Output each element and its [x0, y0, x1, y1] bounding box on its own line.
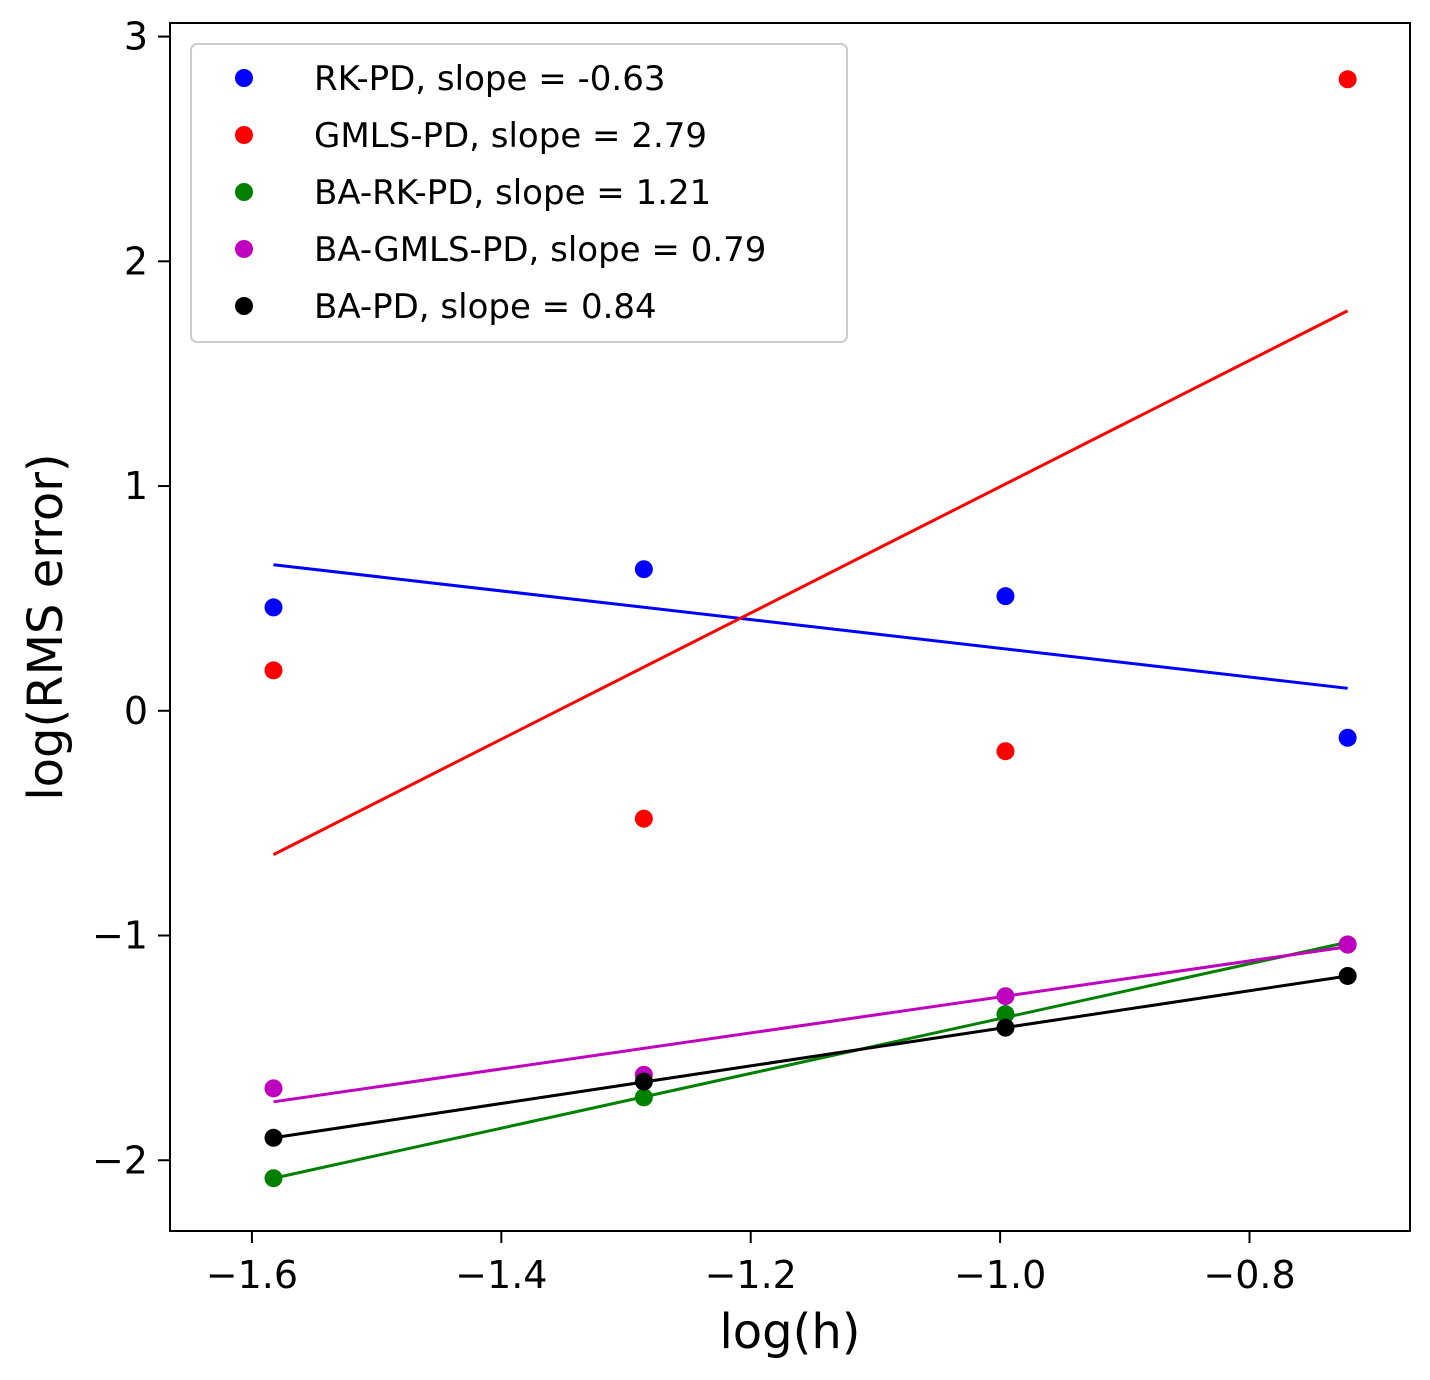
point-gmls-pd [264, 661, 283, 680]
fit-line-ba-pd [273, 974, 1348, 1140]
point-ba-pd [1338, 966, 1357, 985]
legend-marker-rk-pd [235, 69, 253, 87]
y-tick-label: 3 [124, 15, 148, 59]
legend-label-ba-pd: BA-PD, slope = 0.84 [314, 287, 657, 327]
fit-lines [272, 309, 1349, 1180]
fit-line-rk-pd [273, 563, 1348, 690]
y-tick-label: −1 [92, 914, 148, 958]
point-rk-pd [634, 560, 653, 579]
y-tick-label: 1 [124, 464, 148, 508]
y-axis-title: log(RMS error) [18, 453, 74, 800]
legend-marker-gmls-pd [235, 126, 253, 144]
fit-line-gmls-pd [272, 309, 1349, 856]
point-ba-rk-pd [634, 1088, 653, 1107]
legend-marker-ba-gmls-pd [235, 240, 253, 258]
legend-label-ba-rk-pd: BA-RK-PD, slope = 1.21 [314, 173, 711, 213]
point-ba-rk-pd [264, 1169, 283, 1188]
legend-marker-ba-pd [235, 297, 253, 315]
x-tick-label: −1.0 [954, 1253, 1046, 1297]
point-gmls-pd [1338, 70, 1357, 89]
x-tick-label: −1.4 [455, 1253, 547, 1297]
y-axis-ticks: −2 −1 0 1 2 3 [92, 15, 170, 1182]
x-axis-title: log(h) [719, 1304, 860, 1360]
point-ba-gmls-pd [996, 987, 1015, 1006]
point-ba-pd [634, 1072, 653, 1091]
legend-box [190, 43, 848, 343]
legend-label-gmls-pd: GMLS-PD, slope = 2.79 [314, 116, 707, 156]
fit-line-ba-gmls-pd [273, 945, 1348, 1104]
y-tick-label: −2 [92, 1138, 148, 1182]
point-ba-rk-pd [996, 1005, 1015, 1024]
x-tick-label: −1.2 [705, 1253, 797, 1297]
point-rk-pd [1338, 728, 1357, 747]
legend-label-rk-pd: RK-PD, slope = -0.63 [314, 59, 665, 99]
point-ba-gmls-pd [1338, 935, 1357, 954]
legend-marker-ba-rk-pd [235, 183, 253, 201]
y-tick-label: 0 [124, 689, 148, 733]
point-rk-pd [264, 598, 283, 617]
y-tick-label: 2 [124, 239, 148, 283]
data-points [264, 70, 1357, 1188]
point-ba-pd [996, 1018, 1015, 1037]
point-ba-gmls-pd [264, 1079, 283, 1098]
legend: RK-PD, slope = -0.63 GMLS-PD, slope = 2.7… [190, 43, 848, 343]
point-ba-pd [264, 1128, 283, 1147]
x-tick-label: −0.8 [1203, 1253, 1295, 1297]
fit-line-ba-rk-pd [273, 940, 1348, 1180]
x-axis-ticks: −1.6 −1.4 −1.2 −1.0 −0.8 [206, 1231, 1296, 1297]
point-gmls-pd [634, 809, 653, 828]
point-rk-pd [996, 587, 1015, 606]
x-tick-label: −1.6 [206, 1253, 298, 1297]
point-gmls-pd [996, 742, 1015, 761]
plot-frame [169, 22, 1411, 1232]
legend-label-ba-gmls-pd: BA-GMLS-PD, slope = 0.79 [314, 230, 766, 270]
